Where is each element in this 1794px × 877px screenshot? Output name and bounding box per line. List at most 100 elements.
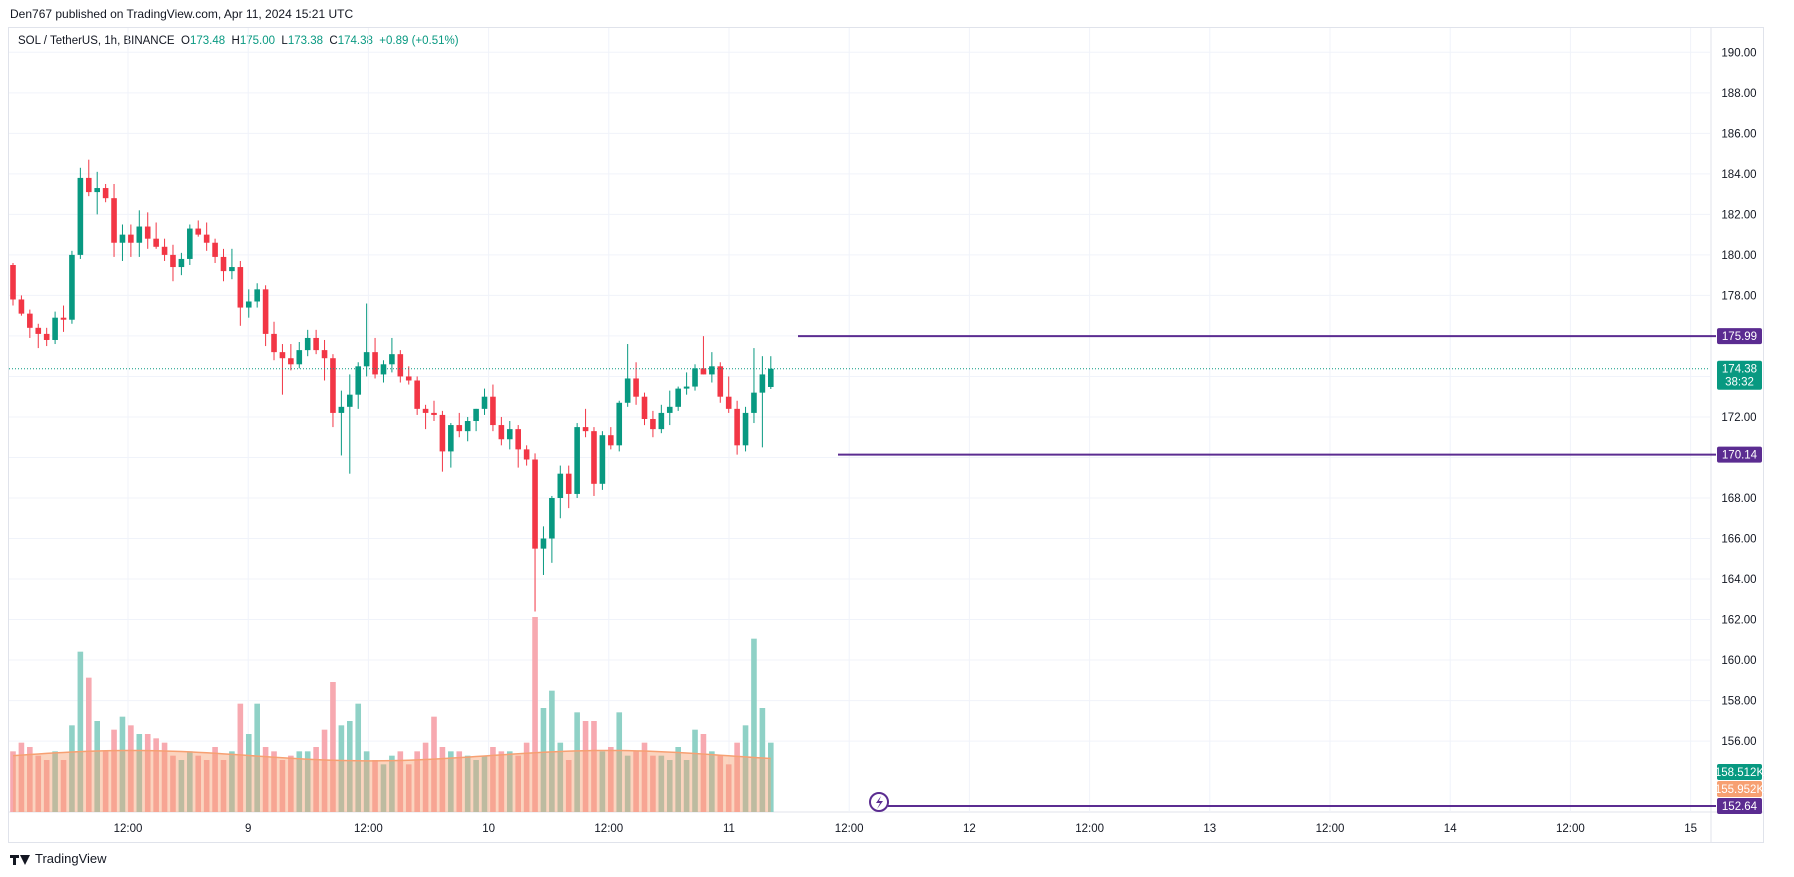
candle-body[interactable] bbox=[338, 406, 345, 413]
candle-body[interactable] bbox=[608, 435, 614, 446]
candle-body[interactable] bbox=[35, 327, 42, 334]
candle-body[interactable] bbox=[18, 299, 25, 314]
candle-body[interactable] bbox=[380, 364, 387, 375]
candle-body[interactable] bbox=[102, 188, 109, 199]
candle-body[interactable] bbox=[768, 368, 774, 387]
candle-body[interactable] bbox=[144, 226, 151, 239]
candle-body[interactable] bbox=[288, 358, 294, 365]
candle-body[interactable] bbox=[515, 429, 521, 450]
candle-body[interactable] bbox=[161, 246, 168, 255]
candle-body[interactable] bbox=[633, 378, 639, 397]
candle-body[interactable] bbox=[212, 242, 218, 257]
candle-body[interactable] bbox=[187, 228, 193, 259]
candle-body[interactable] bbox=[582, 427, 589, 432]
candle-body[interactable] bbox=[136, 226, 143, 243]
candle-body[interactable] bbox=[532, 459, 538, 549]
candle-body[interactable] bbox=[717, 366, 724, 397]
candle-body[interactable] bbox=[330, 358, 336, 413]
candle-body[interactable] bbox=[692, 368, 698, 387]
candle-body[interactable] bbox=[245, 301, 252, 308]
candle-body[interactable] bbox=[77, 177, 84, 255]
candle-body[interactable] bbox=[734, 408, 740, 446]
candle-body[interactable] bbox=[506, 429, 513, 440]
volume-bar bbox=[144, 734, 151, 812]
candle-body[interactable] bbox=[178, 258, 185, 268]
candle-body[interactable] bbox=[52, 317, 58, 340]
candle-body[interactable] bbox=[650, 418, 656, 430]
candle-body[interactable] bbox=[296, 350, 303, 365]
candle-body[interactable] bbox=[565, 473, 572, 494]
candle-body[interactable] bbox=[658, 412, 665, 430]
candle-body[interactable] bbox=[759, 374, 766, 393]
candle-body[interactable] bbox=[85, 177, 92, 193]
candle-body[interactable] bbox=[355, 366, 362, 395]
candle-body[interactable] bbox=[262, 289, 269, 334]
candle-body[interactable] bbox=[397, 354, 404, 377]
candle-body[interactable] bbox=[27, 313, 33, 328]
candle-body[interactable] bbox=[279, 352, 286, 359]
candle-body[interactable] bbox=[347, 394, 353, 407]
candle-body[interactable] bbox=[751, 392, 757, 413]
candle-body[interactable] bbox=[473, 408, 479, 422]
candle-body[interactable] bbox=[372, 352, 378, 375]
candle-body[interactable] bbox=[195, 228, 202, 235]
candle-body[interactable] bbox=[742, 412, 749, 446]
candle-body[interactable] bbox=[10, 265, 16, 300]
candle-body[interactable] bbox=[464, 421, 471, 432]
volume-bar bbox=[725, 764, 732, 812]
candle-body[interactable] bbox=[321, 350, 328, 359]
candle-body[interactable] bbox=[254, 289, 260, 302]
candle-body[interactable] bbox=[60, 317, 67, 320]
candle-body[interactable] bbox=[490, 396, 496, 426]
candle-body[interactable] bbox=[591, 431, 597, 484]
candle-body[interactable] bbox=[456, 425, 463, 432]
candle-body[interactable] bbox=[498, 425, 505, 440]
candle-body[interactable] bbox=[170, 254, 176, 268]
y-tick-label: 178.00 bbox=[1721, 290, 1756, 302]
candle-body[interactable] bbox=[448, 425, 454, 452]
candle-body[interactable] bbox=[128, 234, 134, 243]
volume-bar bbox=[624, 755, 631, 812]
candle-body[interactable] bbox=[271, 333, 277, 353]
volume-bar bbox=[237, 703, 244, 812]
candle-body[interactable] bbox=[616, 402, 623, 446]
candle-body[interactable] bbox=[313, 337, 319, 351]
candle-body[interactable] bbox=[203, 234, 210, 243]
candle-body[interactable] bbox=[229, 267, 235, 272]
candle-body[interactable] bbox=[237, 267, 244, 308]
candle-body[interactable] bbox=[574, 427, 580, 494]
candle-body[interactable] bbox=[119, 234, 126, 243]
candle-body[interactable] bbox=[69, 254, 75, 320]
candle-body[interactable] bbox=[363, 352, 370, 367]
candle-body[interactable] bbox=[43, 333, 50, 340]
candle-body[interactable] bbox=[414, 380, 420, 409]
candle-body[interactable] bbox=[666, 406, 673, 413]
candle-body[interactable] bbox=[405, 376, 412, 381]
candle-body[interactable] bbox=[111, 198, 117, 243]
candle-body[interactable] bbox=[549, 497, 555, 539]
candle-body[interactable] bbox=[725, 396, 732, 409]
candle-body[interactable] bbox=[439, 414, 446, 452]
candle-body[interactable] bbox=[624, 378, 631, 403]
candle-body[interactable] bbox=[220, 256, 227, 272]
candle-body[interactable] bbox=[683, 386, 690, 389]
candle-body[interactable] bbox=[709, 366, 715, 375]
candle-body[interactable] bbox=[540, 538, 547, 549]
candle-body[interactable] bbox=[431, 412, 437, 415]
symbol-name[interactable]: SOL / TetherUS, 1h, BINANCE bbox=[18, 35, 175, 47]
candle-body[interactable] bbox=[304, 337, 311, 351]
candle-body[interactable] bbox=[523, 449, 530, 460]
candle-body[interactable] bbox=[700, 368, 707, 375]
candle-body[interactable] bbox=[153, 238, 159, 247]
candle-body[interactable] bbox=[481, 396, 488, 409]
candle-body[interactable] bbox=[641, 396, 648, 419]
candle-body[interactable] bbox=[422, 408, 429, 413]
candle-body[interactable] bbox=[557, 473, 564, 498]
candle-body[interactable] bbox=[599, 435, 606, 484]
low-label: L bbox=[281, 35, 288, 47]
x-tick-label: 12:00 bbox=[114, 823, 143, 835]
candle-body[interactable] bbox=[94, 188, 100, 193]
candle-body[interactable] bbox=[389, 354, 395, 365]
candle-body[interactable] bbox=[675, 388, 681, 407]
